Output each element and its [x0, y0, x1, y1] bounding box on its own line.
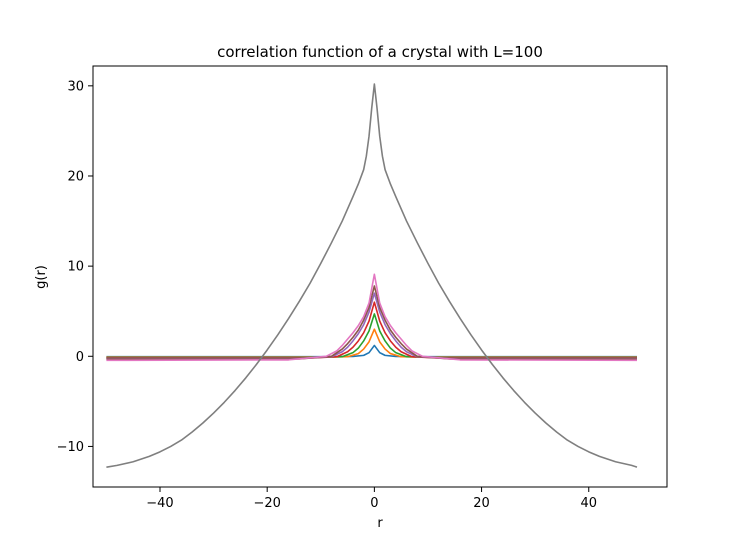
series-line-7: [106, 273, 637, 362]
series-line-1: [106, 344, 637, 358]
series-line-6: [106, 285, 637, 360]
x-tick-label: −20: [253, 496, 280, 511]
x-tick-label: 0: [370, 496, 378, 511]
y-tick-label: 20: [67, 169, 84, 184]
x-tick-label: −40: [146, 496, 173, 511]
y-tick-label: 10: [67, 260, 84, 275]
plot-area-frame: [92, 65, 668, 488]
series-line-3: [106, 313, 637, 359]
ticks-layer: −40 −20 0 20 40 −10 0 10 20 30: [57, 79, 597, 511]
series-line-5: [106, 292, 637, 360]
x-tick-label: 40: [580, 496, 597, 511]
y-tick-label: 30: [67, 79, 84, 94]
y-tick-label: −10: [57, 440, 84, 455]
series-line-2: [106, 328, 637, 358]
y-tick-label: 0: [76, 350, 84, 365]
chart-title: correlation function of a crystal with L…: [217, 43, 543, 61]
series-line-8: [106, 83, 638, 468]
x-tick-label: 20: [473, 496, 490, 511]
series-layer: [106, 83, 638, 468]
x-axis-label: r: [377, 516, 383, 531]
y-axis-label: g(r): [34, 265, 49, 289]
series-line-4: [106, 301, 637, 359]
